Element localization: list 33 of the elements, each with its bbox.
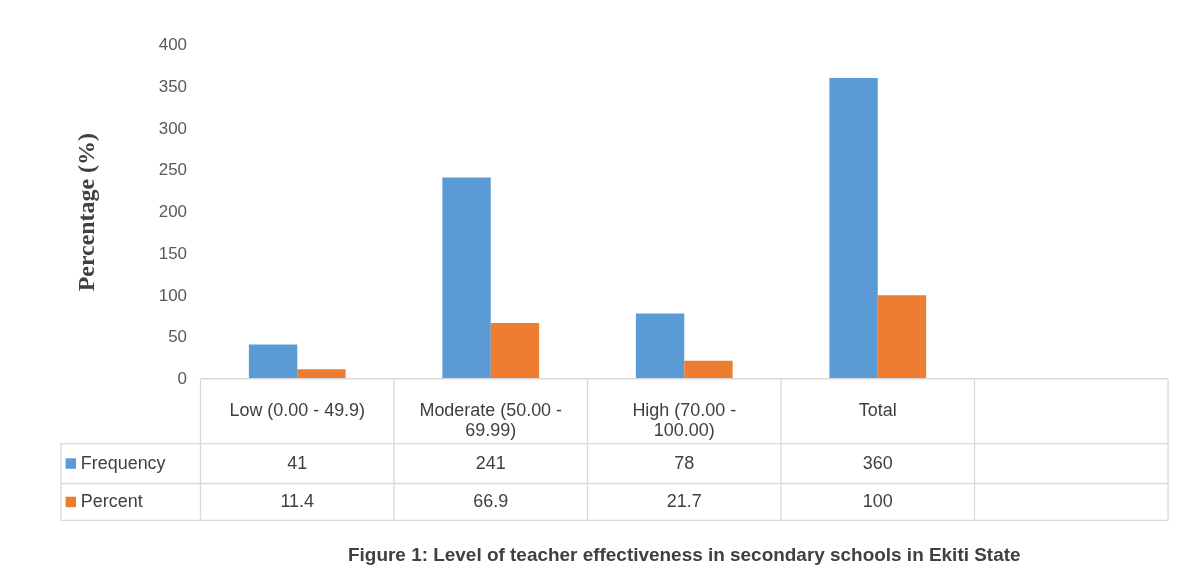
y-tick-label: 250 [158, 160, 188, 180]
y-tick-label: 350 [158, 76, 188, 96]
y-tick-label: 150 [158, 243, 188, 263]
legend-label: Percent [80, 490, 143, 511]
data-label: 241 [475, 452, 506, 473]
y-tick-label: 50 [168, 327, 188, 347]
y-tick-label: 100 [158, 285, 188, 305]
y-tick-label: 0 [177, 369, 188, 389]
bar [829, 78, 878, 379]
bar [490, 322, 540, 379]
y-tick-label: 400 [158, 35, 188, 55]
bar [297, 369, 346, 379]
bar [684, 360, 733, 379]
x-tick-label: Total [858, 400, 897, 421]
text: Figure 1: Level of teacher effectiveness in secondary schools in Ekiti State [348, 543, 1021, 565]
data-label: 78 [674, 452, 695, 473]
y-axis-title: Percentage (%) [72, 133, 99, 292]
data-label: 11.4 [280, 490, 315, 511]
x-tick-label: High (70.00 - 100.00) [632, 400, 737, 441]
x-tick-label: Moderate (50.00 - 69.99) [419, 400, 563, 441]
data-label: 360 [862, 452, 893, 473]
y-tick-label: 200 [158, 202, 188, 222]
x-tick-label: Low (0.00 - 49.9) [229, 400, 366, 421]
data-label: 21.7 [666, 490, 702, 511]
legend-label: Frequency [80, 452, 166, 473]
bar [248, 344, 298, 379]
bar [635, 313, 685, 379]
bar [877, 295, 927, 379]
data-label: 100 [862, 490, 893, 511]
bar [442, 177, 491, 379]
data-label: 41 [287, 452, 308, 473]
data-label: 66.9 [473, 490, 509, 511]
y-tick-label: 300 [158, 118, 188, 138]
